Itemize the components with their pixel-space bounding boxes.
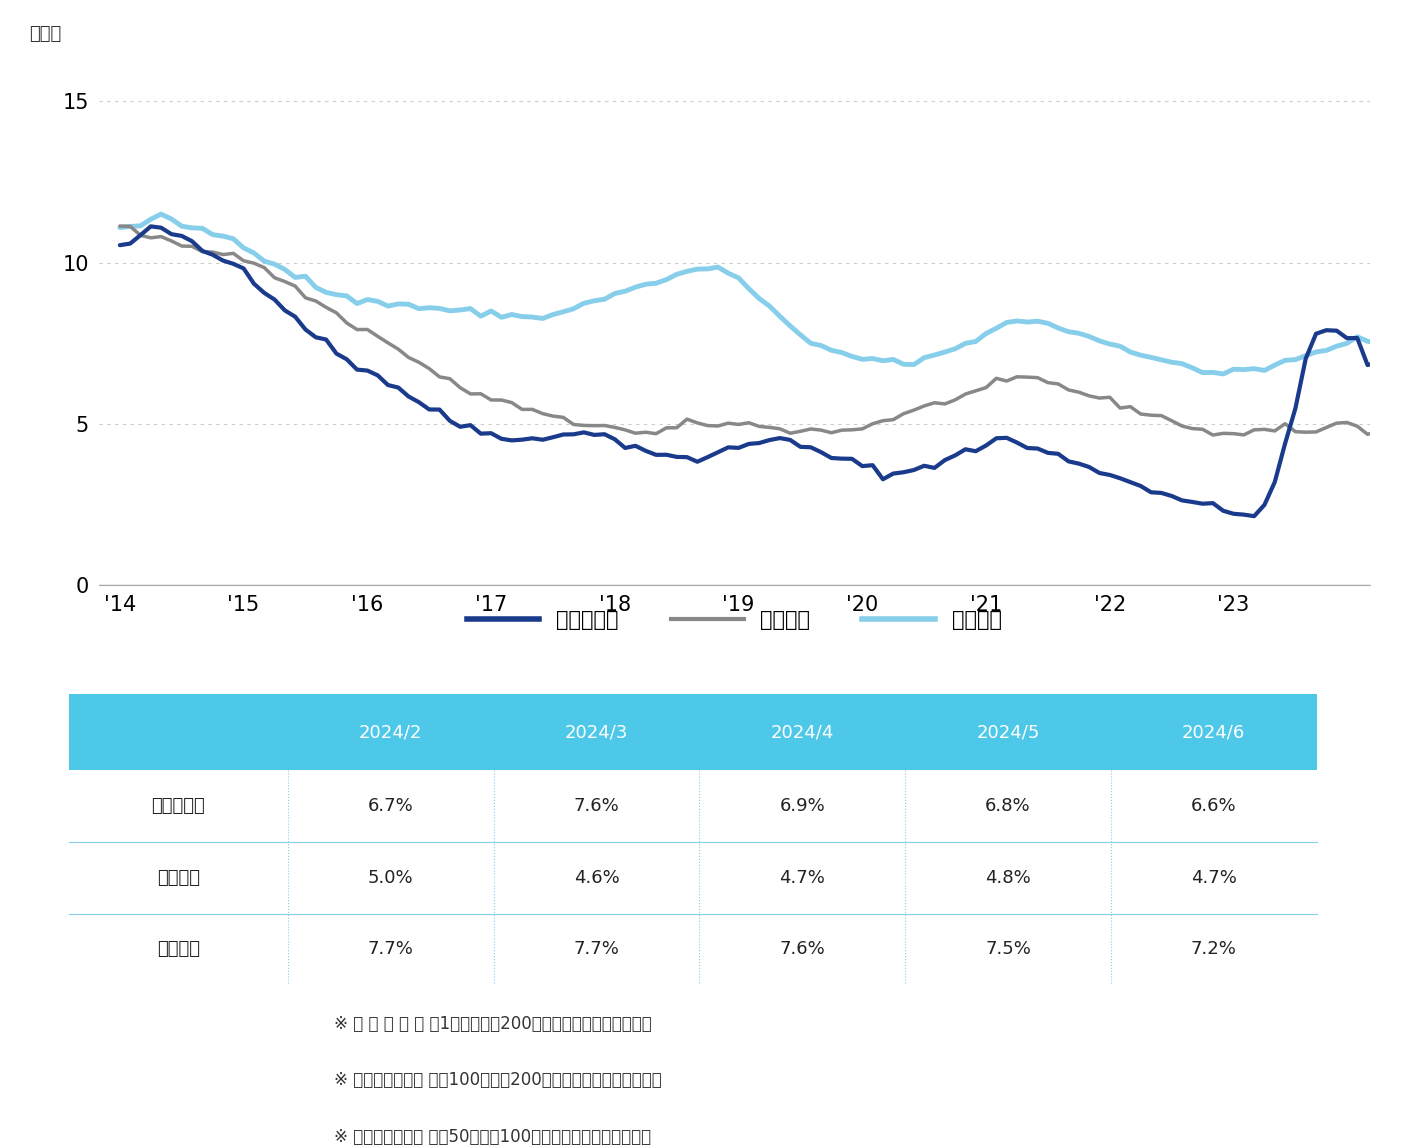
Text: 4.7%: 4.7%	[779, 869, 825, 886]
Text: 4.7%: 4.7%	[1190, 869, 1237, 886]
Text: 中型ビル: 中型ビル	[157, 940, 201, 959]
Text: 6.6%: 6.6%	[1190, 797, 1237, 815]
Text: 7.2%: 7.2%	[1190, 940, 1237, 959]
Text: 6.9%: 6.9%	[779, 797, 825, 815]
Text: 大型ビル: 大型ビル	[157, 869, 201, 886]
Text: 大規模ビル: 大規模ビル	[151, 797, 205, 815]
Text: 2024/2: 2024/2	[359, 723, 422, 742]
Text: 4.8%: 4.8%	[986, 869, 1031, 886]
Legend: 大規模ビル, 大型ビル, 中型ビル: 大規模ビル, 大型ビル, 中型ビル	[459, 602, 1010, 638]
Text: 7.7%: 7.7%	[369, 940, 414, 959]
Text: ※ 大 規 模 ビ ル ：1フロア面積200坪以上の賃貸オフィスビル: ※ 大 規 模 ビ ル ：1フロア面積200坪以上の賃貸オフィスビル	[335, 1015, 652, 1033]
Text: 6.8%: 6.8%	[986, 797, 1031, 815]
Text: ※ 中　型　ビ　ル ：同50坪以上100坪未満の賃貸オフィスビル: ※ 中 型 ビ ル ：同50坪以上100坪未満の賃貸オフィスビル	[335, 1128, 651, 1146]
Text: （％）: （％）	[30, 25, 61, 44]
Text: 7.5%: 7.5%	[986, 940, 1031, 959]
Text: 4.6%: 4.6%	[573, 869, 620, 886]
Text: 2024/5: 2024/5	[976, 723, 1039, 742]
Text: 5.0%: 5.0%	[369, 869, 414, 886]
Text: 2024/4: 2024/4	[771, 723, 834, 742]
Text: 6.7%: 6.7%	[369, 797, 414, 815]
Text: 7.7%: 7.7%	[573, 940, 620, 959]
Bar	[69, 693, 1316, 770]
Text: 7.6%: 7.6%	[779, 940, 825, 959]
Text: 7.6%: 7.6%	[573, 797, 620, 815]
Text: 2024/3: 2024/3	[565, 723, 628, 742]
Text: 2024/6: 2024/6	[1182, 723, 1245, 742]
Text: ※ 大　型　ビ　ル ：同100坪以上200坪未満の賃貸オフィスビル: ※ 大 型 ビ ル ：同100坪以上200坪未満の賃貸オフィスビル	[335, 1071, 662, 1089]
